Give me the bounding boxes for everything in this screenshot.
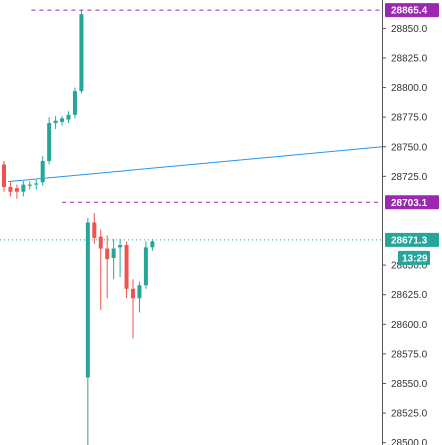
y-tick-label: 28525.0 [391, 409, 428, 420]
y-tick-label: 28500.0 [391, 438, 428, 445]
candle-body [150, 241, 155, 248]
y-tick-label: 28750.0 [391, 142, 428, 153]
candle [60, 115, 65, 126]
candle-body [66, 114, 71, 120]
price-badge-bg [385, 232, 439, 247]
candle [105, 235, 110, 299]
price-badge-bg [385, 3, 439, 18]
trendline-layer[interactable] [7, 146, 383, 183]
price-axis-background[interactable] [382, 0, 442, 445]
price-badge-label: 28671.3 [391, 235, 428, 246]
price-badges: 28865.4 28703.1 28671.3 13:29 [385, 3, 439, 265]
price-badge-label: 28703.1 [391, 198, 428, 209]
candle-body [14, 188, 19, 192]
countdown-badge-bg [398, 250, 430, 265]
candle-body [131, 288, 135, 299]
candle-body [60, 118, 65, 122]
candle [143, 241, 148, 289]
y-tick-label: 28775.0 [391, 113, 428, 124]
candle-body [137, 285, 142, 299]
y-tick-label: 28650.0 [391, 261, 428, 272]
candle [124, 241, 129, 299]
y-tick-label: 28800.0 [391, 83, 428, 94]
candle-body [111, 248, 116, 259]
candle [40, 156, 45, 186]
candle [47, 117, 52, 165]
candle [66, 111, 71, 124]
price-badge-bg [385, 195, 439, 210]
trendline[interactable] [7, 146, 383, 183]
candle-body [72, 91, 77, 115]
candle-body [124, 244, 129, 289]
candle [111, 239, 116, 280]
candle-body [53, 120, 58, 124]
candle [98, 229, 103, 311]
candle [137, 281, 142, 313]
candle-body [47, 123, 52, 161]
candle-body [143, 247, 148, 286]
price-badge-label: 28865.4 [391, 6, 428, 17]
y-tick-label: 28725.0 [391, 172, 428, 183]
price-axis[interactable]: 28850.0 28825.0 28800.0 28775.0 28750.0 28725… [382, 0, 442, 445]
candle [72, 87, 77, 119]
y-tick-label: 28600.0 [391, 320, 428, 331]
candle [14, 184, 19, 199]
candle-body [34, 183, 39, 185]
candle-body [118, 244, 123, 248]
candle [27, 181, 32, 190]
candle [131, 279, 135, 339]
candle-body [2, 164, 6, 187]
candle-body [27, 184, 32, 186]
candle [92, 213, 97, 244]
price-badge-1: 28703.1 [385, 195, 439, 210]
y-tick-label: 28625.0 [391, 290, 428, 301]
candle [21, 181, 26, 197]
candle [79, 10, 84, 94]
y-tick-label: 28850.0 [391, 24, 428, 35]
price-levels [0, 9, 382, 241]
candle-body [8, 186, 13, 192]
candle [85, 217, 90, 445]
candle [118, 239, 123, 277]
candle-body [98, 236, 103, 249]
countdown-badge-label: 13:29 [402, 253, 428, 264]
candle [8, 182, 13, 197]
candle [2, 160, 6, 192]
price-badge-0: 28865.4 [385, 3, 439, 18]
y-tick-label: 28825.0 [391, 53, 428, 64]
candle [150, 239, 155, 251]
candles [2, 10, 155, 445]
candle-body [105, 248, 110, 260]
price-badge-2: 28671.3 13:29 [385, 232, 439, 265]
candle-body [40, 160, 45, 183]
candle [34, 179, 39, 190]
candle [53, 115, 58, 130]
candle-body [21, 184, 26, 192]
candle-body [85, 222, 90, 378]
candle-body [92, 222, 97, 238]
y-tick-label: 28550.0 [391, 379, 428, 390]
candle-body [79, 14, 84, 92]
y-tick-label: 28575.0 [391, 349, 428, 360]
